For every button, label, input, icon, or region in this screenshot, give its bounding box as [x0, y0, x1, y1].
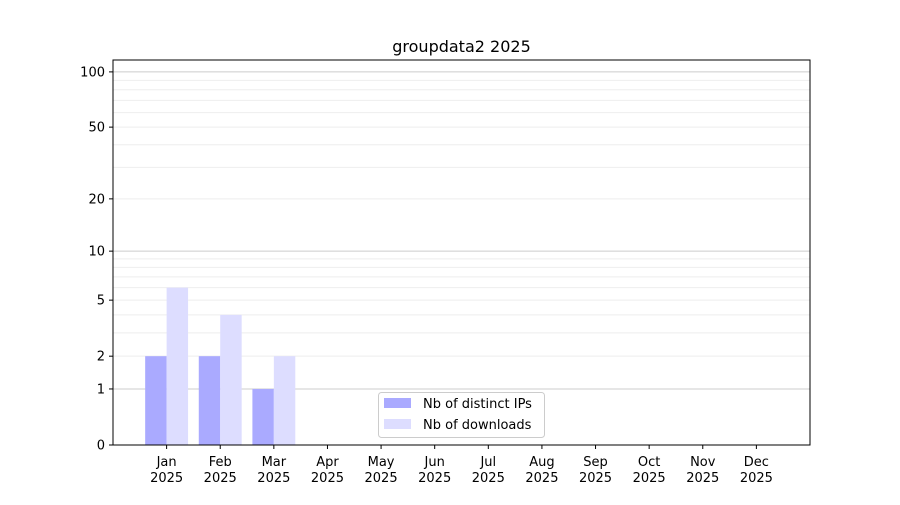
- bar-downloads: [220, 314, 242, 445]
- plot-frame: [112, 59, 811, 446]
- x-tick-label: 2025: [472, 471, 505, 486]
- x-tick-label: May: [368, 455, 395, 470]
- x-tick-label: 2025: [418, 471, 451, 486]
- x-tick-label: Mar: [262, 455, 287, 470]
- chart-title: groupdata2 2025: [392, 37, 531, 56]
- x-tick-label: Apr: [316, 455, 339, 470]
- bar-distinct-ips: [252, 388, 274, 445]
- x-tick-label: 2025: [311, 471, 344, 486]
- x-tick-label: Jan: [156, 455, 177, 470]
- x-tick-label: 2025: [633, 471, 666, 486]
- legend-box: [378, 392, 545, 438]
- x-tick-label: Feb: [209, 455, 232, 470]
- legend-swatch: [384, 419, 411, 429]
- y-tick-label: 0: [97, 439, 105, 454]
- x-tick-label: Nov: [690, 455, 716, 470]
- legend-label: Nb of distinct IPs: [423, 397, 532, 412]
- x-tick-label: 2025: [204, 471, 237, 486]
- y-tick-label: 1: [97, 382, 105, 397]
- y-tick-label: 2: [97, 350, 105, 365]
- x-tick-label: 2025: [740, 471, 773, 486]
- y-tick-label: 50: [88, 121, 105, 136]
- x-tick-label: 2025: [150, 471, 183, 486]
- legend: Nb of distinct IPs Nb of downloads: [378, 392, 545, 438]
- bar-distinct-ips: [198, 356, 221, 445]
- y-tick-label: 20: [88, 192, 105, 207]
- bar-downloads: [273, 356, 296, 445]
- bars: [145, 287, 296, 445]
- x-axis: Jan2025Feb2025Mar2025Apr2025May2025Jun20…: [150, 445, 773, 486]
- x-tick-label: Aug: [529, 455, 554, 470]
- bar-distinct-ips: [145, 356, 167, 445]
- x-tick-label: Jun: [424, 455, 445, 470]
- x-tick-label: Sep: [583, 455, 608, 470]
- x-tick-label: Oct: [638, 455, 660, 470]
- x-tick-label: 2025: [579, 471, 612, 486]
- x-tick-label: 2025: [257, 471, 290, 486]
- x-tick-label: 2025: [686, 471, 719, 486]
- y-tick-label: 100: [80, 65, 105, 80]
- bar-downloads: [166, 287, 189, 445]
- y-tick-label: 10: [88, 245, 105, 260]
- x-tick-label: Jul: [479, 455, 496, 470]
- y-tick-label: 5: [97, 294, 105, 309]
- grid: [113, 71, 810, 390]
- x-tick-label: 2025: [365, 471, 398, 486]
- x-tick-label: 2025: [525, 471, 558, 486]
- y-axis: 0 1 2 5 10 20 50 100: [80, 65, 113, 454]
- legend-label: Nb of downloads: [423, 418, 532, 433]
- legend-swatch: [384, 398, 411, 408]
- x-tick-label: Dec: [744, 455, 769, 470]
